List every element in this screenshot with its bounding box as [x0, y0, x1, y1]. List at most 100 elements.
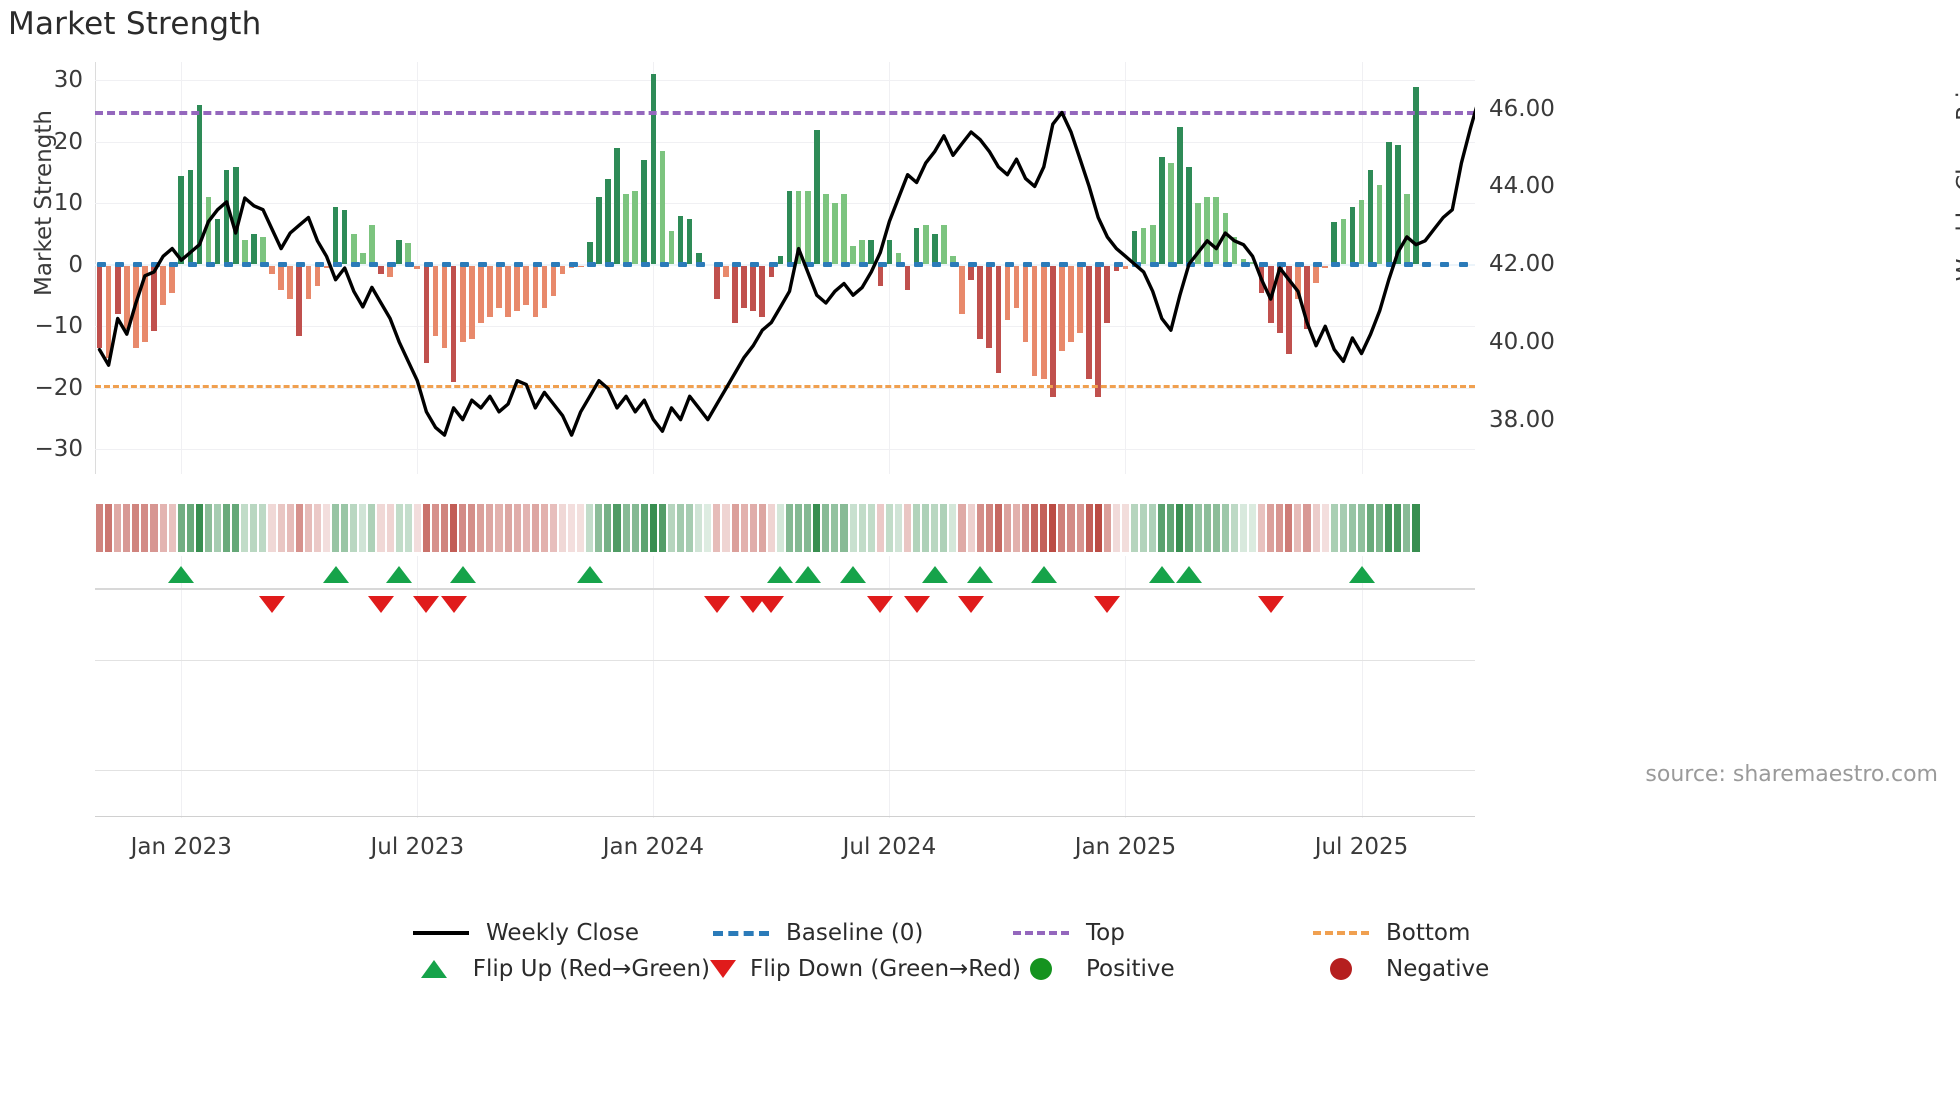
baseline-segment [1004, 261, 1014, 267]
strength-bar [550, 264, 557, 296]
baseline-segment [369, 261, 379, 267]
heatmap-cell [640, 504, 648, 552]
vertical-gridline [417, 620, 419, 818]
baseline-segment [1240, 261, 1250, 267]
strength-bar [1204, 197, 1210, 265]
heatmap-cell [1022, 504, 1030, 552]
baseline-segment [133, 261, 143, 267]
heatmap-cell [259, 504, 267, 552]
flip-up-marker [967, 566, 994, 583]
baseline-segment [1168, 261, 1178, 267]
baseline-segment [332, 261, 342, 267]
heatmap-cell [1012, 504, 1021, 552]
x-axis-tick: Jan 2023 [130, 834, 232, 860]
heatmap-cell [186, 504, 194, 552]
heatmap-cell [513, 504, 521, 552]
baseline-segment [823, 261, 833, 267]
left-axis-tick: 30 [53, 67, 83, 94]
baseline-segment [205, 261, 215, 267]
heatmap-cell [241, 504, 249, 552]
heatmap-cell [931, 504, 939, 552]
flip-up-marker [921, 566, 948, 583]
strength-bar [459, 264, 466, 342]
heatmap-cell [459, 504, 467, 552]
heatmap-cell [704, 504, 712, 552]
strength-bar [1304, 264, 1310, 330]
heatmap-cell [440, 504, 449, 552]
vertical-gridline [1125, 620, 1127, 818]
heatmap-cell [1212, 504, 1220, 552]
strength-bar [114, 264, 121, 315]
legend-item[interactable]: Top [1010, 920, 1310, 946]
flip-axis-line [95, 588, 1475, 590]
heatmap-cell [849, 504, 857, 552]
legend-item[interactable]: Positive [1010, 956, 1310, 982]
heatmap-cell [967, 504, 975, 552]
heatmap-cell [486, 504, 494, 552]
baseline-segment [1440, 261, 1450, 267]
left-axis-ticks: 30 20 10 0 −10 −20 −30 [0, 62, 95, 474]
heatmap-cell [749, 504, 757, 552]
baseline-segment [478, 261, 488, 267]
baseline-segment [968, 261, 978, 267]
heatmap-cell [831, 504, 839, 552]
legend-item[interactable]: Baseline (0) [710, 920, 1010, 946]
strength-bar [1249, 261, 1256, 265]
strength-bar [759, 264, 766, 318]
right-axis-tick: 42.00 [1489, 251, 1555, 278]
legend-item[interactable]: Negative [1310, 956, 1550, 982]
baseline-segment [950, 261, 960, 267]
strength-bar [505, 264, 511, 318]
solid-line-icon [413, 931, 469, 935]
right-axis-tick: 40.00 [1489, 328, 1555, 355]
legend-item[interactable]: Weekly Close [410, 920, 710, 946]
heatmap-cell [1076, 504, 1084, 552]
x-axis-tick: Jul 2025 [1314, 834, 1409, 860]
vertical-gridline [889, 62, 891, 474]
strength-bar [350, 234, 357, 265]
heatmap-cell [822, 504, 830, 552]
heatmap-cell [1094, 504, 1102, 552]
strength-bar [96, 264, 103, 348]
baseline-segment [1022, 261, 1032, 267]
strength-bar [269, 264, 275, 275]
heatmap-cell [767, 504, 775, 552]
flip-up-marker [794, 566, 821, 583]
baseline-segment [695, 261, 705, 267]
heatmap-cell [885, 504, 893, 552]
strength-bar [105, 264, 112, 359]
baseline-segment [841, 261, 851, 267]
flip-up-marker [576, 566, 603, 583]
strength-bar [1322, 264, 1328, 268]
legend-item[interactable]: Bottom [1310, 920, 1550, 946]
flip-down-marker [703, 596, 730, 613]
heatmap-cell [322, 504, 331, 552]
baseline-segment [714, 261, 724, 267]
legend-label: Positive [1086, 956, 1175, 982]
heatmap-cell [522, 504, 530, 552]
heatmap-cell [904, 504, 912, 552]
heatmap-cell [549, 504, 558, 552]
baseline-segment [1331, 261, 1341, 267]
horizontal-gridline [95, 203, 1475, 205]
heatmap-cell [132, 504, 140, 552]
heatmap-cell [577, 504, 585, 552]
strength-bar [423, 264, 430, 364]
heatmap-cell [867, 504, 875, 552]
heatmap-cell [250, 504, 258, 552]
heatmap-cell [813, 504, 821, 552]
strength-bar [777, 255, 784, 265]
strength-bar [614, 148, 620, 265]
heatmap-cell [531, 504, 539, 552]
baseline-segment [895, 261, 905, 267]
baseline-segment [1059, 261, 1069, 267]
strength-bar [468, 264, 475, 339]
flip-up-marker [449, 566, 476, 583]
strength-bar [768, 264, 775, 278]
strength-bar [1222, 212, 1229, 265]
legend-item[interactable]: Flip Up (Red→Green) [410, 956, 710, 982]
strength-bar [623, 194, 629, 265]
legend-item[interactable]: Flip Down (Green→Red) [710, 956, 1021, 982]
horizontal-gridline [95, 326, 1475, 328]
legend-label: Flip Down (Green→Red) [750, 956, 1021, 982]
